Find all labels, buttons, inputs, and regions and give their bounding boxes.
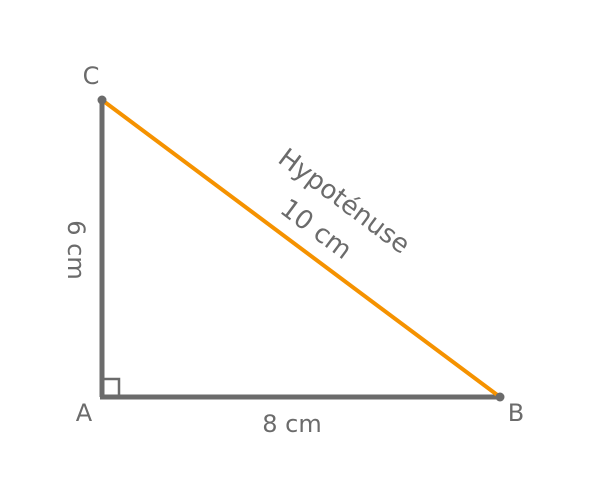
vertex-label-b: B (508, 399, 524, 427)
vertex-b-dot (495, 392, 505, 402)
hypotenuse-side (100, 98, 502, 399)
vertex-label-c: C (83, 62, 100, 90)
vertex-label-a: A (76, 399, 93, 427)
side-ab-length: 8 cm (262, 410, 321, 438)
vertex-c-dot (97, 95, 107, 105)
side-ac-length: 6 cm (62, 220, 90, 279)
right-angle-marker (104, 377, 121, 395)
